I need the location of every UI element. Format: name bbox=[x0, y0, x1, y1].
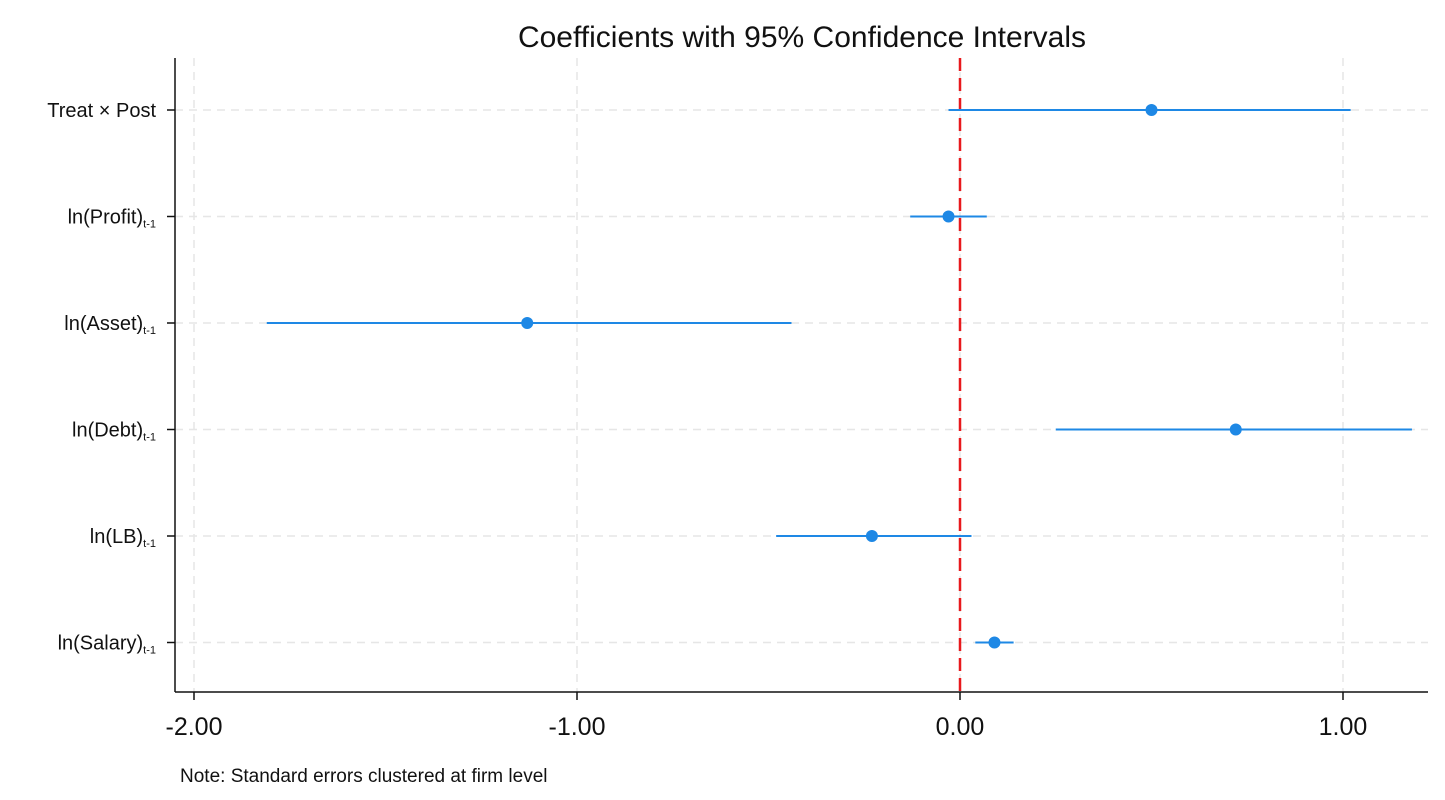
y-tick-labels: Treat × Postln(Profit)t-1ln(Asset)t-1ln(… bbox=[47, 100, 156, 657]
y-tick-label-main-0: Treat × Post bbox=[47, 100, 156, 122]
x-tick-labels: -2.00 -1.00 0.00 1.00 bbox=[166, 713, 1368, 741]
y-tick-label-5: ln(Salary)t-1 bbox=[58, 633, 156, 657]
y-tick-label-2: ln(Asset)t-1 bbox=[64, 313, 156, 337]
x-tick-label-1: -1.00 bbox=[549, 713, 606, 741]
coef-point-3 bbox=[1229, 423, 1242, 436]
y-tick-label-main-1: ln(Profit) bbox=[68, 207, 144, 229]
coef-point-1 bbox=[942, 210, 955, 223]
y-tick-label-1: ln(Profit)t-1 bbox=[68, 207, 156, 231]
coef-point-4 bbox=[865, 530, 878, 542]
y-tick-label-main-4: ln(LB) bbox=[90, 526, 143, 548]
y-tick-label-main-5: ln(Salary) bbox=[58, 633, 144, 655]
coef-point-2 bbox=[521, 317, 534, 329]
y-tick-label-sub-3: t-1 bbox=[143, 432, 156, 444]
coef-point-0 bbox=[1145, 104, 1158, 116]
coefficient-points bbox=[521, 104, 1242, 649]
y-tick-label-main-3: ln(Debt) bbox=[72, 420, 143, 442]
chart-title: Coefficients with 95% Confidence Interva… bbox=[518, 21, 1086, 54]
x-tick-label-3: 1.00 bbox=[1319, 713, 1368, 741]
y-tick-label-sub-2: t-1 bbox=[143, 325, 156, 337]
grid-lines bbox=[175, 58, 1428, 692]
y-tick-label-main-2: ln(Asset) bbox=[64, 313, 143, 335]
axes bbox=[167, 58, 1428, 700]
y-tick-label-4: ln(LB)t-1 bbox=[90, 526, 156, 550]
x-tick-label-2: 0.00 bbox=[936, 713, 985, 741]
y-tick-label-sub-4: t-1 bbox=[143, 538, 156, 550]
y-tick-label-sub-1: t-1 bbox=[143, 219, 156, 231]
x-tick-label-0: -2.00 bbox=[166, 713, 223, 741]
coef-point-5 bbox=[988, 636, 1001, 649]
y-tick-label-3: ln(Debt)t-1 bbox=[72, 420, 156, 444]
y-tick-label-0: Treat × Post bbox=[47, 100, 156, 122]
y-tick-label-sub-5: t-1 bbox=[143, 645, 156, 657]
confidence-intervals bbox=[266, 109, 1412, 644]
chart-note: Note: Standard errors clustered at firm … bbox=[180, 766, 548, 787]
